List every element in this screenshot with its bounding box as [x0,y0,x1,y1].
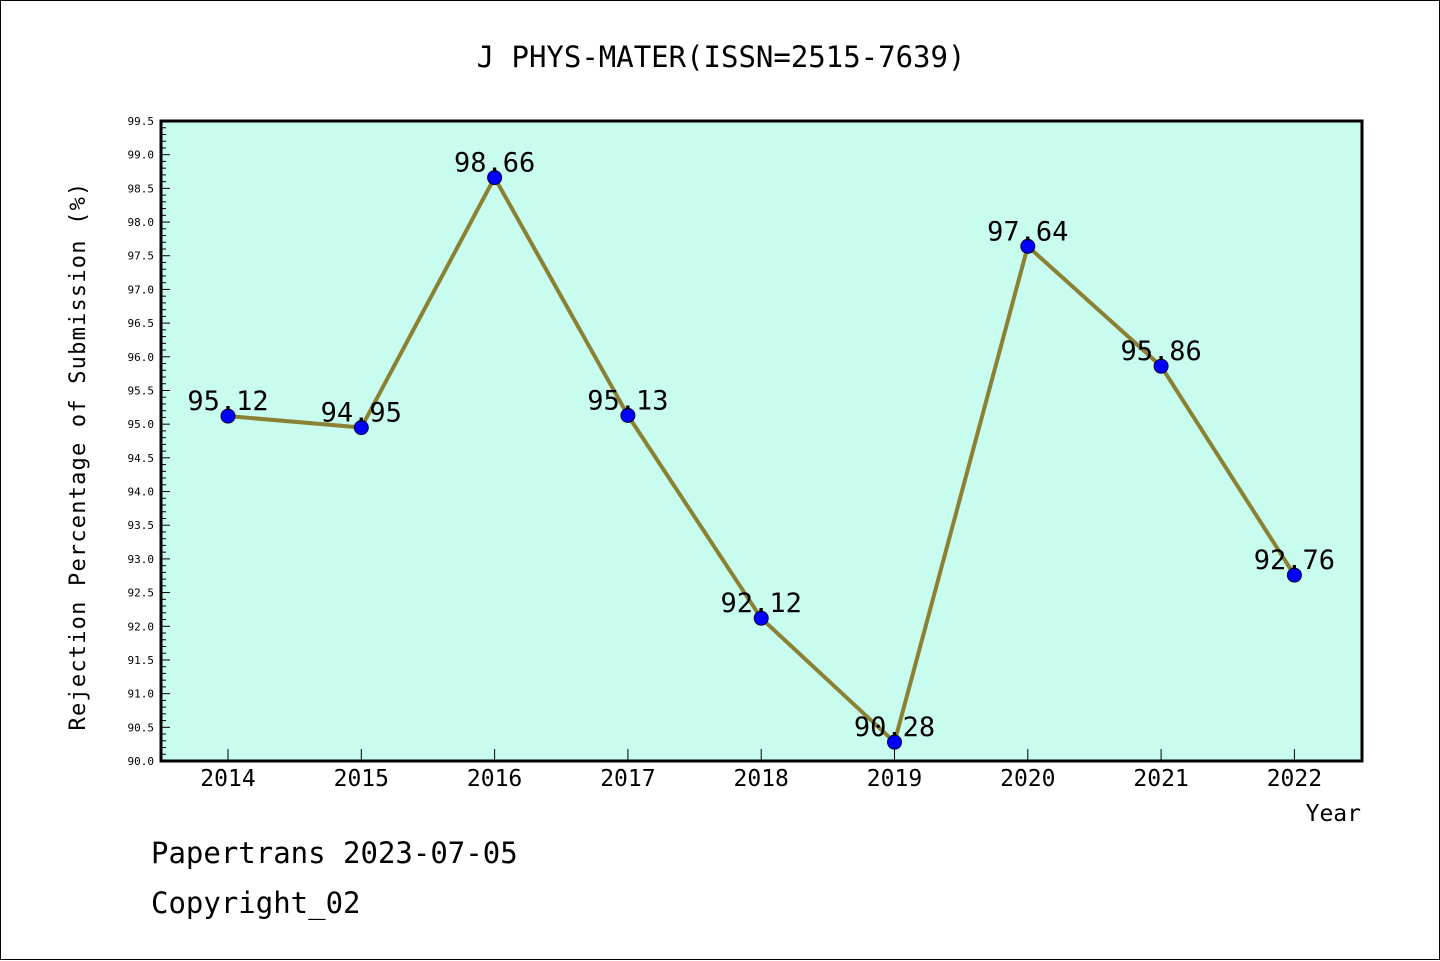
plot-frame [159,119,1364,763]
y-tick-label: 93.5 [128,519,155,532]
chart-title: J PHYS-MATER(ISSN=2515-7639) [477,40,966,74]
x-tick-label: 2020 [1000,766,1055,792]
x-tick-label: 2015 [334,766,389,792]
data-label: 92.12 [721,588,802,619]
y-tick-label: 96.5 [128,317,155,330]
data-point [1153,358,1169,374]
x-tick-label: 2022 [1267,766,1322,792]
data-point [1286,567,1302,583]
data-label: 97.64 [987,216,1068,247]
data-point [887,734,902,750]
y-tick-label: 92.0 [128,620,155,633]
y-tick-label: 97.0 [128,283,155,296]
y-tick-label: 99.0 [128,149,155,162]
data-point [753,610,769,626]
data-point [353,420,369,436]
y-tick-label: 94.0 [128,486,155,499]
y-tick-label: 94.5 [128,452,155,465]
y-tick-label: 93.0 [128,553,155,566]
data-label: 92.76 [1254,545,1335,576]
y-tick-label: 91.0 [128,688,155,701]
y-tick-label: 97.5 [128,250,155,263]
x-axis-label: Year [1306,801,1361,827]
y-tick-label: 96.0 [128,351,155,364]
data-label: 98.66 [454,148,535,179]
plot-area [161,121,1362,761]
y-tick-label: 90.0 [128,755,155,768]
y-tick-label: 98.5 [128,182,155,195]
y-tick-label: 95.0 [128,418,155,431]
data-label: 94.95 [321,398,402,429]
y-axis-label: Rejection Percentage of Submission (%) [66,182,91,731]
data-label: 95.13 [587,385,668,416]
data-label: 95.12 [187,386,268,417]
data-point [220,408,236,424]
data-point [620,407,636,423]
x-tick-label: 2021 [1133,766,1188,792]
y-tick-label: 99.5 [128,115,155,128]
y-tick-label: 90.5 [128,721,155,734]
data-point [1020,238,1036,254]
data-label: 90.28 [854,712,935,743]
x-tick-label: 2017 [600,766,655,792]
x-tick-label: 2016 [467,766,522,792]
data-label: 95.86 [1120,336,1201,367]
y-tick-label: 98.0 [128,216,155,229]
y-tick-label: 95.5 [128,384,155,397]
x-tick-label: 2014 [200,766,255,792]
y-tick-label: 92.5 [128,587,155,600]
x-tick-label: 2019 [867,766,922,792]
footer-date: Papertrans 2023-07-05 [151,836,518,870]
footer-copyright: Copyright_02 [151,886,361,920]
data-point [487,170,503,186]
y-tick-label: 91.5 [128,654,155,667]
x-tick-label: 2018 [734,766,789,792]
